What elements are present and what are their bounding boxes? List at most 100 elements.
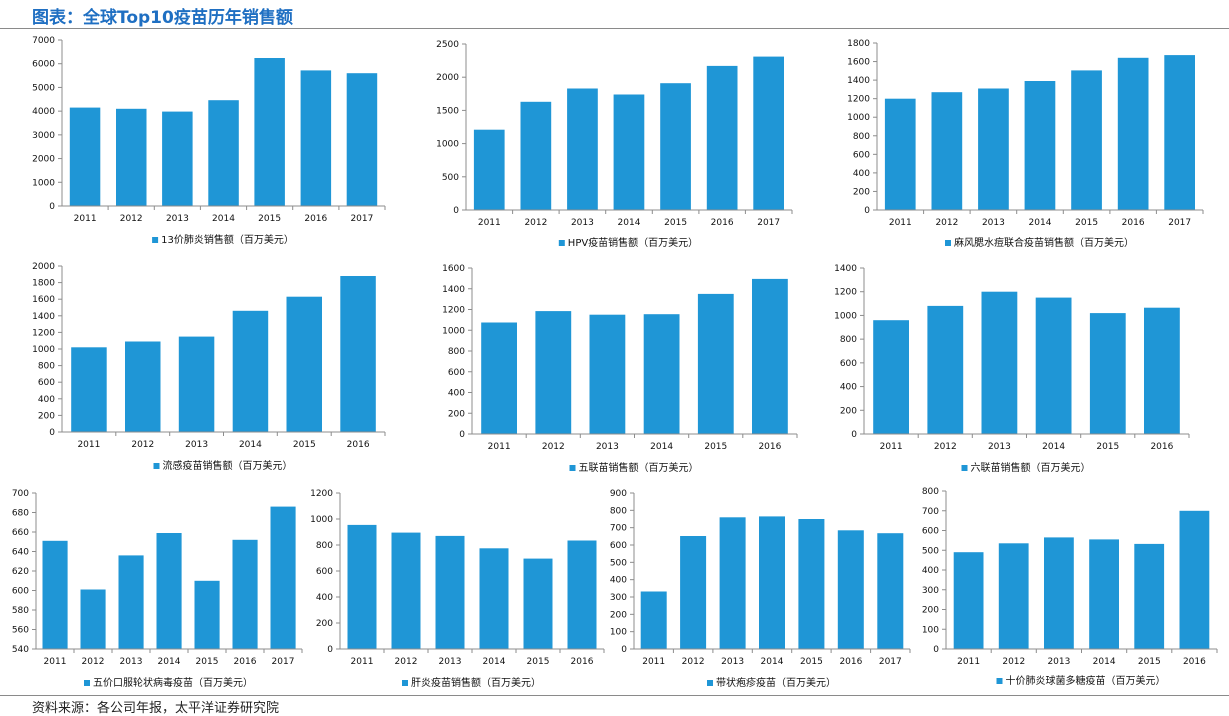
y-tick-label: 0 <box>459 430 465 440</box>
y-tick-label: 0 <box>933 645 939 655</box>
y-tick-label: 600 <box>448 368 465 378</box>
y-tick-label: 2000 <box>32 262 55 272</box>
x-tick-label: 2016 <box>234 657 257 667</box>
legend-swatch <box>996 678 1003 684</box>
bar <box>116 108 147 206</box>
x-tick-label: 2016 <box>571 657 594 667</box>
x-tick-label: 2011 <box>889 218 912 228</box>
bar <box>118 555 144 649</box>
y-tick-label: 800 <box>316 541 333 551</box>
bar <box>1144 307 1180 434</box>
chart-7: 540 560 580 600 620 640 660 680 700 2011 2012 2013 2… <box>12 489 303 689</box>
legend-swatch <box>569 465 576 471</box>
x-tick-label: 2011 <box>880 442 903 452</box>
page-title: 图表：全球Top10疫苗历年销售额 <box>32 8 293 28</box>
x-tick-label: 2011 <box>957 657 980 667</box>
y-tick-label: 600 <box>12 587 29 597</box>
x-tick-label: 2014 <box>1093 657 1116 667</box>
bar <box>1035 297 1072 434</box>
y-tick-label: 800 <box>610 506 627 516</box>
x-tick-label: 2013 <box>571 218 594 228</box>
bar <box>567 88 598 210</box>
y-tick-label: 1400 <box>442 285 465 295</box>
x-tick-label: 2015 <box>1075 218 1098 228</box>
chart-9: 0 100 200 300 400 500 600 700 800 900 2011 2012 2013… <box>610 489 911 689</box>
y-tick-label: 400 <box>316 593 333 603</box>
bar <box>837 530 864 649</box>
y-tick-label: 800 <box>448 347 465 357</box>
bar <box>162 111 193 206</box>
y-tick-label: 1200 <box>442 306 465 316</box>
x-tick-label: 2013 <box>988 442 1011 452</box>
legend-label: 麻风腮水痘联合疫苗销售额（百万美元） <box>954 236 1134 249</box>
y-tick-label: 2000 <box>436 73 459 83</box>
bar <box>1117 57 1149 210</box>
chart-3: 0 200 400 600 800 1000 1200 1400 1600 1800 2011 201… <box>847 39 1204 249</box>
chart-5: 0 200 400 600 800 1000 1200 1400 1600 2011 2012 201… <box>442 264 798 474</box>
y-tick-label: 200 <box>38 411 55 421</box>
y-tick-label: 100 <box>922 625 939 635</box>
y-tick-label: 600 <box>840 359 857 369</box>
bar <box>643 314 680 434</box>
legend-label: 五价口服轮状病毒疫苗（百万美元） <box>93 676 253 689</box>
bar <box>697 293 734 434</box>
y-tick-label: 1200 <box>834 288 857 298</box>
y-tick-label: 680 <box>12 509 29 519</box>
legend-label: 13价肺炎销售额（百万美元） <box>161 233 294 246</box>
bar <box>927 305 964 434</box>
bar <box>270 506 296 649</box>
chart-10: 0 100 200 300 400 500 600 700 800 2011 2012 2013 201… <box>922 487 1218 687</box>
bar <box>481 322 517 434</box>
y-tick-label: 200 <box>840 406 857 416</box>
y-tick-label: 7000 <box>32 36 55 46</box>
y-tick-label: 400 <box>448 389 465 399</box>
legend-label: 十价肺炎球菌多糖疫苗（百万美元） <box>1006 674 1166 687</box>
x-tick-label: 2013 <box>721 657 744 667</box>
y-tick-label: 1000 <box>32 178 55 188</box>
x-tick-label: 2017 <box>272 657 295 667</box>
y-tick-label: 800 <box>38 362 55 372</box>
y-tick-label: 200 <box>853 187 870 197</box>
legend-label: 五联苗销售额（百万美元） <box>579 461 699 474</box>
legend-label: 带状疱疹疫苗（百万美元） <box>716 676 836 689</box>
x-tick-label: 2016 <box>839 657 862 667</box>
y-tick-label: 1500 <box>436 106 459 116</box>
x-tick-label: 2011 <box>44 657 67 667</box>
y-tick-label: 800 <box>922 487 939 497</box>
legend-label: 肝炎疫苗销售额（百万美元） <box>411 676 541 689</box>
x-tick-label: 2015 <box>664 218 687 228</box>
bar <box>340 276 376 432</box>
y-tick-label: 0 <box>864 206 870 216</box>
bar <box>706 65 738 211</box>
y-tick-label: 700 <box>12 489 29 499</box>
x-tick-label: 2012 <box>1002 657 1025 667</box>
y-tick-label: 640 <box>12 548 29 558</box>
legend-swatch <box>402 680 408 686</box>
bar <box>759 516 785 649</box>
y-tick-label: 5000 <box>32 83 55 93</box>
bar <box>346 73 378 206</box>
y-tick-label: 0 <box>851 430 857 440</box>
chart-4: 0 200 400 600 800 1000 1200 1400 1600 1800 2000 201… <box>32 262 386 472</box>
x-tick-label: 2013 <box>166 214 189 224</box>
x-tick-label: 2015 <box>527 657 550 667</box>
bar <box>254 58 285 206</box>
y-tick-label: 660 <box>12 528 29 538</box>
legend-swatch <box>153 463 160 469</box>
x-tick-label: 2015 <box>1138 657 1161 667</box>
y-tick-label: 540 <box>12 645 29 655</box>
bar <box>125 341 161 432</box>
bar <box>42 540 68 649</box>
y-tick-label: 500 <box>442 173 459 183</box>
legend-swatch <box>961 465 968 471</box>
x-tick-label: 2012 <box>120 214 143 224</box>
bar <box>640 591 667 649</box>
legend-swatch <box>707 680 713 686</box>
chart-6: 0 200 400 600 800 1000 1200 1400 2011 2012 2013 201… <box>834 264 1190 474</box>
y-tick-label: 1000 <box>310 515 333 525</box>
y-tick-label: 800 <box>840 335 857 345</box>
bar <box>981 291 1018 434</box>
x-tick-label: 2014 <box>761 657 784 667</box>
bar <box>998 543 1029 649</box>
x-tick-label: 2015 <box>1096 442 1119 452</box>
